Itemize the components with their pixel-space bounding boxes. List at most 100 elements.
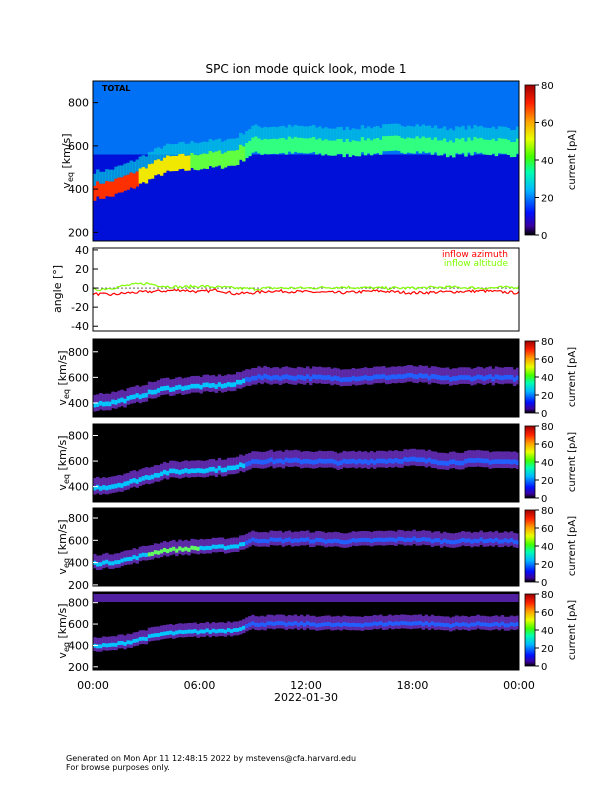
core-band-cell: [482, 139, 486, 155]
core-band-cell: [467, 137, 471, 153]
plasma-core-cell: [506, 539, 511, 544]
plasma-core-cell: [382, 538, 386, 543]
plasma-core-cell: [436, 375, 441, 380]
plasma-core-cell: [99, 400, 103, 406]
plasma-core-cell: [503, 374, 508, 380]
plasma-core-cell: [500, 375, 505, 381]
plasma-core-cell: [315, 537, 319, 542]
halo-band-cell: [515, 126, 520, 139]
plasma-core-cell: [397, 459, 401, 464]
plasma-core-cell: [236, 464, 240, 470]
halo-band-cell: [269, 126, 273, 139]
core-band-cell: [150, 163, 155, 179]
plasma-core-cell: [461, 375, 465, 380]
core-band-cell: [403, 138, 407, 154]
colorbar-tick-label: 0: [541, 231, 547, 242]
plasma-core-cell: [418, 373, 423, 378]
plasma-core-cell: [385, 622, 389, 627]
plasma-core-cell: [293, 457, 298, 463]
plasma-core-cell: [372, 621, 377, 626]
halo-band-cell: [114, 166, 118, 179]
plasma-core-cell: [178, 546, 182, 551]
plasma-core-cell: [309, 539, 313, 544]
panel-frame: [92, 507, 520, 587]
plasma-core-cell: [400, 459, 404, 464]
halo-band-cell: [181, 141, 185, 154]
colorbar-tick-label: 60: [541, 524, 554, 535]
core-band-cell: [254, 136, 258, 152]
halo-band-cell: [464, 129, 468, 142]
plasma-core-cell: [184, 546, 188, 551]
plasma-core-cell: [153, 633, 158, 638]
plasma-core-cell: [105, 559, 109, 564]
core-band-cell: [162, 157, 167, 173]
halo-band-cell: [214, 139, 219, 152]
halo-band-cell: [379, 127, 383, 140]
plasma-core-cell: [458, 460, 462, 466]
plasma-core-cell: [293, 376, 298, 381]
core-band-cell: [236, 149, 240, 165]
plasma-core-cell: [169, 468, 173, 474]
plasma-core-cell: [211, 382, 216, 388]
plasma-core-cell: [330, 458, 334, 464]
plasma-core-cell: [169, 630, 173, 635]
plasma-core-cell: [193, 629, 197, 633]
plasma-core-cell: [278, 458, 283, 464]
plasma-core-cell: [336, 622, 340, 627]
plasma-core-cell: [166, 549, 170, 554]
plasma-core-cell: [345, 459, 349, 465]
halo-band-cell: [162, 145, 167, 158]
plasma-core-cell: [123, 398, 127, 404]
core-band-cell: [449, 140, 453, 156]
core-band-cell: [223, 152, 228, 168]
core-band-cell: [220, 153, 225, 169]
plasma-core-cell: [470, 458, 474, 463]
halo-band-cell: [354, 129, 359, 142]
plasma-core-cell: [479, 374, 483, 380]
azimuth-line: [92, 288, 520, 297]
panel-angle: -40 -20 0 20 40 angle [°] inflow azimuth inf…: [51, 244, 520, 333]
plasma-core-cell: [287, 537, 292, 542]
halo-band-cell: [150, 151, 155, 164]
plasma-core-cell: [135, 393, 140, 398]
plasma-core-cell: [473, 375, 477, 381]
plasma-core-cell: [260, 622, 264, 627]
plasma-core-cell: [427, 537, 432, 542]
plasma-core-cell: [342, 622, 346, 626]
panel-ylabel: veq [km/s]: [56, 350, 71, 405]
plasma-core-cell: [138, 553, 143, 558]
plasma-core-cell: [150, 389, 155, 395]
plasma-core-cell: [236, 544, 240, 549]
colorbar-label: current [pA]: [567, 516, 578, 576]
core-band-cell: [229, 150, 234, 166]
plasma-core-cell: [363, 537, 368, 542]
plasma-core-cell: [406, 457, 410, 463]
plasma-core-cell: [190, 545, 194, 550]
core-band-cell: [114, 178, 118, 194]
plasma-core-cell: [266, 458, 270, 464]
plasma-core-cell: [284, 374, 289, 379]
plasma-core-cell: [400, 621, 404, 625]
halo-band-cell: [266, 127, 270, 140]
panel-ylabel-unit: [km/s]: [56, 519, 69, 558]
core-band-cell: [126, 174, 130, 190]
plasma-core-cell: [461, 537, 465, 542]
plasma-core-cell: [348, 377, 353, 382]
plasma-core-cell: [254, 622, 258, 627]
plasma-core-cell: [196, 546, 200, 551]
halo-band-cell: [123, 163, 127, 176]
plasma-core-cell: [409, 456, 413, 462]
ytick-label: 0: [82, 282, 89, 295]
plasma-core-cell: [226, 465, 231, 471]
plasma-core-cell: [117, 641, 121, 646]
halo-band-cell: [199, 142, 203, 155]
plasma-core-cell: [181, 630, 185, 635]
ytick-label: -20: [71, 301, 89, 314]
core-band-cell: [461, 137, 465, 153]
plasma-core-cell: [351, 375, 356, 381]
core-band-cell: [251, 137, 255, 153]
halo-band-cell: [494, 129, 499, 142]
panel-ylabel: veq [km/s]: [56, 519, 71, 574]
plasma-core-cell: [515, 622, 520, 627]
